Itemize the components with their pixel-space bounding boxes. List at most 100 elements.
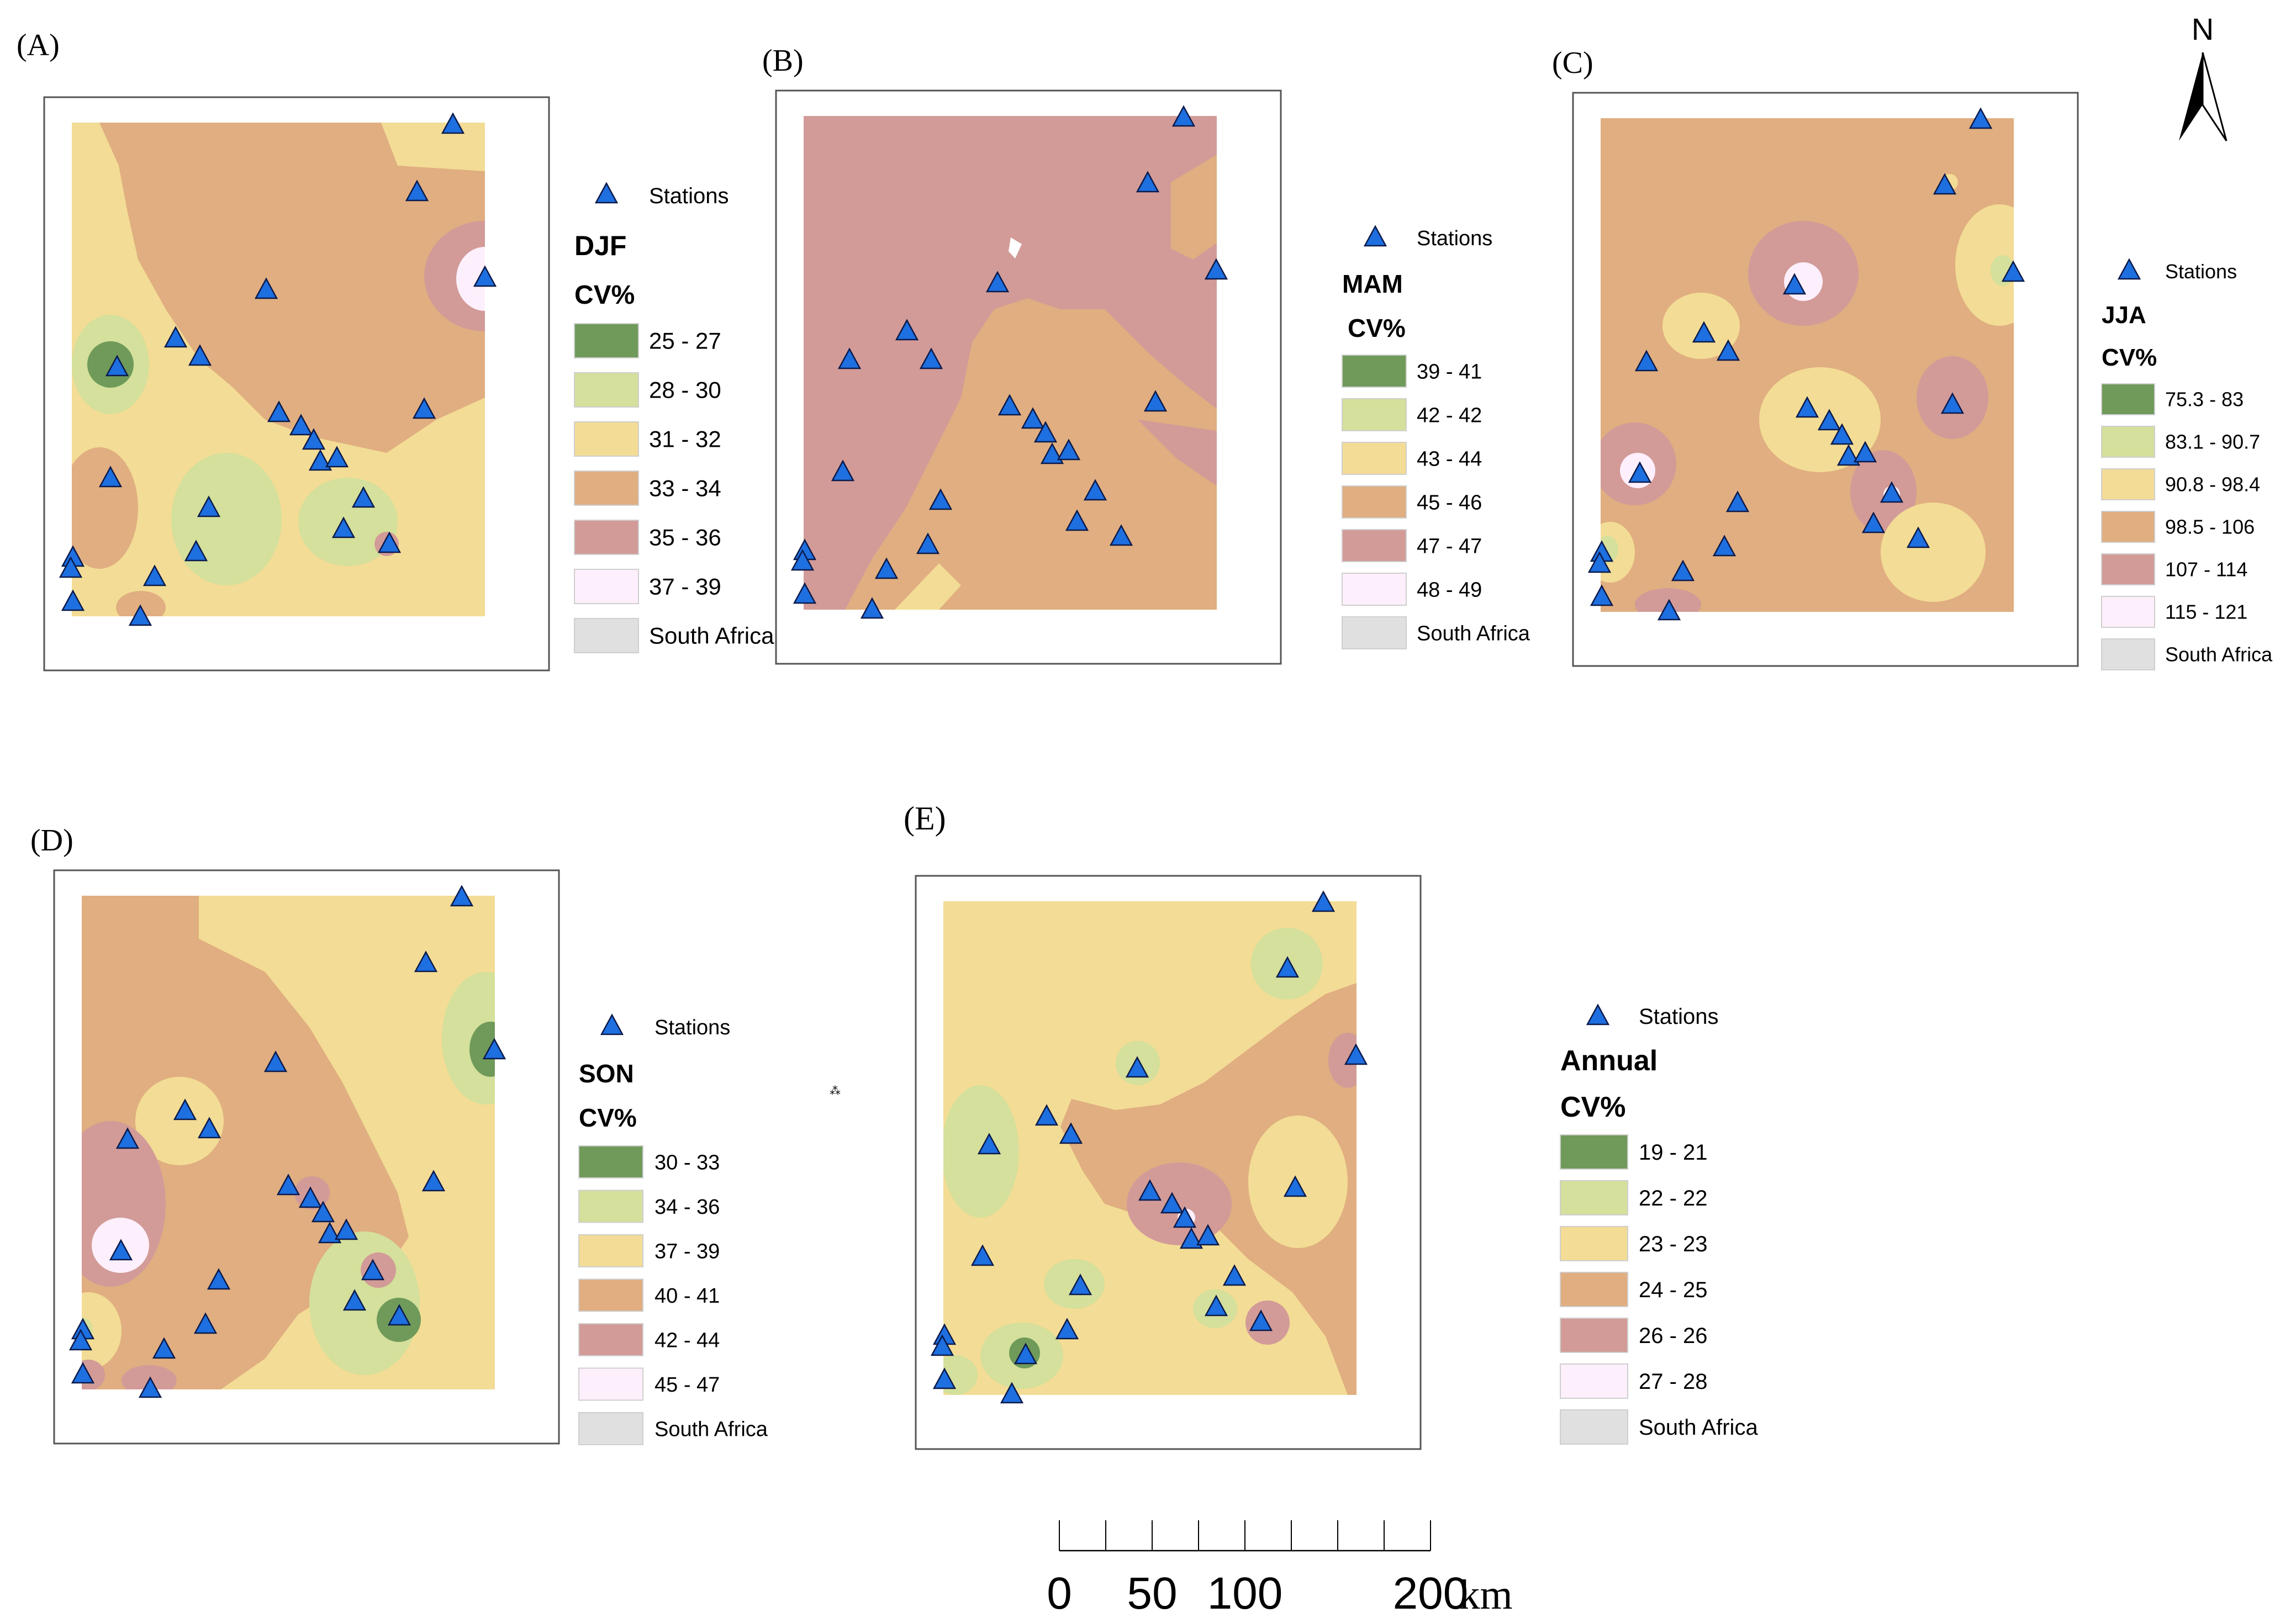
scale-bar-label: 100 <box>1207 1568 1283 1619</box>
map-surface <box>82 896 495 1389</box>
station-marker <box>977 1133 1001 1155</box>
station-marker <box>1173 1206 1197 1228</box>
station-marker <box>1634 350 1659 372</box>
station-marker <box>1590 584 1614 606</box>
station-marker <box>197 495 221 517</box>
legend-title: CV% <box>1348 314 1406 342</box>
legend-swatch <box>2101 468 2155 500</box>
zone-class-1 <box>87 341 134 388</box>
legend-swatch <box>1560 1180 1628 1215</box>
station-marker <box>895 319 919 341</box>
map-surface <box>1601 118 2014 612</box>
station-markers <box>1587 107 2025 621</box>
station-marker <box>1065 509 1089 531</box>
zone-class-6 <box>456 247 485 311</box>
station-marker <box>970 1244 995 1266</box>
legend-swatch <box>574 569 639 604</box>
panel-c: (C) <box>1552 46 2273 670</box>
station-marker <box>115 1127 140 1149</box>
legend-swatch <box>578 1323 643 1356</box>
legend-station-icon <box>2117 258 2141 280</box>
legend-swatch-south-africa <box>2101 638 2155 670</box>
legend-stations-label: Stations <box>2165 260 2237 283</box>
legend-season-title: DJF <box>574 230 626 261</box>
legend-swatch <box>1560 1363 1628 1399</box>
legend-swatch <box>1342 355 1407 388</box>
panel-label: (E) <box>904 800 946 837</box>
legend-swatch <box>1342 485 1407 519</box>
legend-swatch <box>2101 426 2155 458</box>
station-marker <box>267 400 291 422</box>
zone-class-3 <box>1955 204 2014 326</box>
zone-class-2 <box>171 453 282 585</box>
station-marker <box>1657 599 1681 621</box>
zone-class-3 <box>1662 293 1740 359</box>
legend-swatch-south-africa <box>1342 616 1407 649</box>
station-marker <box>276 1173 300 1196</box>
station-marker <box>1311 890 1336 912</box>
station-marker <box>1179 1227 1204 1249</box>
legend-swatch <box>578 1234 643 1267</box>
legend-season-title: SON <box>579 1059 634 1088</box>
legend-season-title: JJA <box>2102 302 2146 329</box>
station-marker <box>1136 171 1160 193</box>
station-marker <box>837 347 862 369</box>
legend: Stations JJA CV% 75.3 - 83 83.1 - 90.7 90.… <box>2101 258 2273 670</box>
legend-stations-label: Stations <box>649 184 729 208</box>
legend-title: CV% <box>579 1103 637 1132</box>
station-marker <box>1034 1104 1059 1126</box>
station-marker <box>142 564 167 586</box>
legend-class-label: 28 - 30 <box>649 377 721 403</box>
legend-swatch <box>1342 398 1407 431</box>
station-marker <box>997 394 1022 416</box>
station-marker <box>916 532 940 554</box>
station-marker <box>1000 1382 1024 1404</box>
station-marker <box>351 486 376 508</box>
station-marker <box>342 1289 367 1311</box>
station-marker <box>289 414 313 436</box>
legend-class-label: 37 - 39 <box>649 574 721 600</box>
station-marker <box>1283 1175 1307 1197</box>
legend: Stations DJF CV% 25 - 27 28 - 30 31 - 32 33… <box>574 182 774 653</box>
legend-swatch <box>578 1190 643 1223</box>
station-marker <box>152 1337 176 1359</box>
north-arrow: N <box>2179 12 2228 141</box>
station-marker <box>831 459 855 482</box>
legend-class-label: 27 - 28 <box>1639 1370 1708 1394</box>
legend-title: CV% <box>2102 344 2157 371</box>
legend-class-label: 42 - 42 <box>1417 404 1482 427</box>
legend-swatch <box>1560 1272 1628 1307</box>
legend-swatch <box>578 1367 643 1401</box>
panel-e: (E) <box>904 800 1758 1450</box>
station-marker <box>1671 559 1695 581</box>
zone-class-2 <box>298 478 398 566</box>
legend-swatch <box>578 1145 643 1178</box>
station-marker <box>311 1201 335 1223</box>
legend-class-label: 37 - 39 <box>655 1240 720 1263</box>
station-marker <box>790 549 815 571</box>
legend: Stations MAM CV% 39 - 41 42 - 42 43 - 44 45… <box>1342 225 1530 649</box>
legend-swatch-south-africa <box>578 1412 643 1445</box>
station-marker <box>128 604 152 626</box>
station-marker <box>1853 441 1877 463</box>
station-markers <box>790 105 1228 619</box>
legend-class-label: 83.1 - 90.7 <box>2165 431 2260 453</box>
station-marker <box>1068 1273 1092 1296</box>
legend-class-label: 45 - 47 <box>655 1373 720 1397</box>
zone-class-3 <box>1881 503 1986 602</box>
station-marker <box>109 1239 133 1261</box>
station-marker <box>334 1218 358 1240</box>
station-marker <box>1040 442 1064 464</box>
scale-bar-label: 0 <box>1047 1568 1072 1619</box>
legend-swatch-south-africa <box>574 618 639 653</box>
station-marker <box>919 347 943 369</box>
legend-class-label: 42 - 44 <box>655 1329 720 1352</box>
zone-class-6 <box>1784 262 1823 301</box>
zone-class-3 <box>895 563 961 610</box>
legend-class-label: 24 - 25 <box>1639 1278 1708 1302</box>
station-marker <box>1083 479 1107 501</box>
legend-south-africa-label: South Africa <box>649 623 774 649</box>
station-marker <box>308 449 332 471</box>
station-marker <box>473 265 497 287</box>
